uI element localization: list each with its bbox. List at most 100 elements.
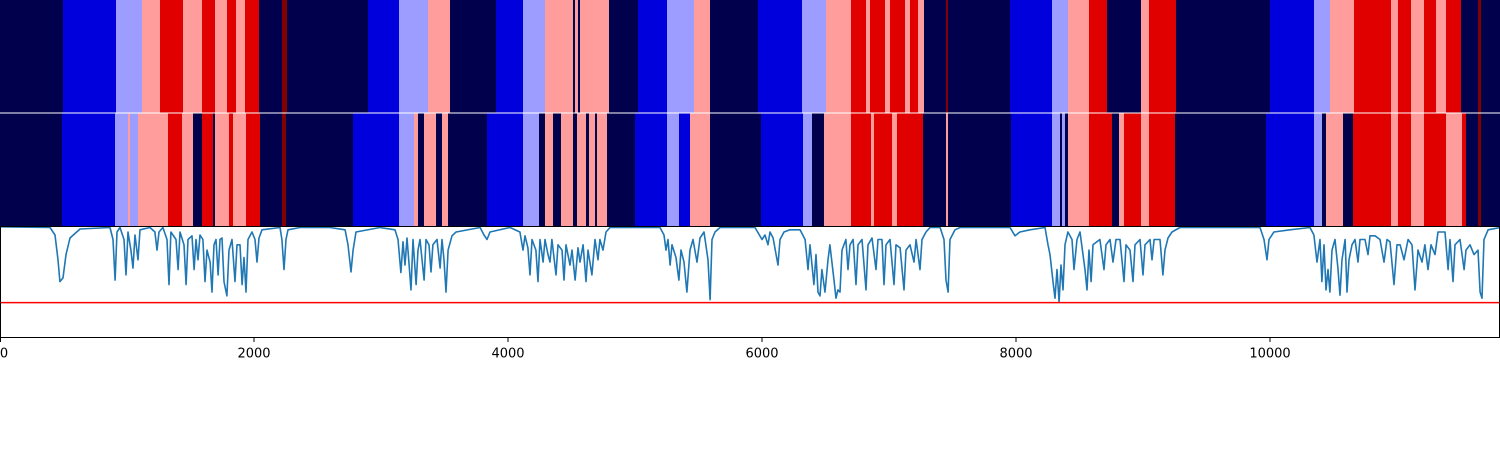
segment bbox=[1462, 113, 1466, 226]
segment bbox=[212, 113, 216, 226]
segment bbox=[435, 113, 442, 226]
segment bbox=[0, 113, 62, 226]
segment bbox=[638, 0, 668, 113]
segment bbox=[1461, 0, 1479, 113]
segment bbox=[890, 0, 906, 113]
segment bbox=[1424, 113, 1447, 226]
segment bbox=[281, 113, 287, 226]
segment bbox=[441, 113, 449, 226]
segment bbox=[710, 0, 759, 113]
segment bbox=[138, 113, 169, 226]
segment bbox=[1398, 113, 1411, 226]
segment bbox=[560, 113, 574, 226]
segment bbox=[1061, 113, 1066, 226]
segment bbox=[1398, 0, 1411, 113]
segment bbox=[449, 0, 497, 113]
segment bbox=[760, 113, 804, 226]
segment bbox=[694, 0, 711, 113]
segment bbox=[1089, 0, 1108, 113]
segment bbox=[1480, 0, 1500, 113]
segment bbox=[193, 113, 203, 226]
signal-line bbox=[0, 226, 1500, 303]
segment bbox=[948, 0, 1011, 113]
segment bbox=[202, 0, 216, 113]
segment bbox=[160, 0, 184, 113]
segment bbox=[258, 0, 282, 113]
segment bbox=[892, 113, 898, 226]
segment bbox=[946, 0, 949, 113]
segment bbox=[281, 0, 288, 113]
segment bbox=[538, 113, 545, 226]
segment bbox=[552, 113, 561, 226]
segment bbox=[607, 113, 636, 226]
segment bbox=[1051, 0, 1068, 113]
segment bbox=[244, 0, 259, 113]
segment bbox=[1480, 113, 1500, 226]
segment bbox=[522, 113, 539, 226]
segment bbox=[1011, 113, 1052, 226]
segment bbox=[202, 113, 213, 226]
segment bbox=[128, 113, 131, 226]
segment bbox=[181, 113, 194, 226]
segment bbox=[585, 113, 590, 226]
segment bbox=[885, 0, 891, 113]
segment bbox=[1065, 113, 1068, 226]
segment bbox=[597, 113, 608, 226]
segment bbox=[667, 0, 695, 113]
segment bbox=[1410, 113, 1425, 226]
segment bbox=[1353, 113, 1392, 226]
segment bbox=[1326, 113, 1344, 226]
segment bbox=[1067, 113, 1090, 226]
segment bbox=[522, 0, 545, 113]
segment bbox=[577, 0, 581, 113]
segment bbox=[1112, 113, 1119, 226]
segment bbox=[678, 113, 690, 226]
segment bbox=[1175, 113, 1267, 226]
segment bbox=[594, 113, 598, 226]
segment bbox=[215, 113, 229, 226]
segment bbox=[1391, 113, 1399, 226]
segment bbox=[1313, 0, 1330, 113]
segment bbox=[576, 113, 586, 226]
segment bbox=[399, 113, 415, 226]
segment bbox=[233, 113, 246, 226]
segment bbox=[580, 0, 609, 113]
segment bbox=[115, 0, 142, 113]
segment bbox=[259, 113, 282, 226]
segment bbox=[424, 113, 436, 226]
segment bbox=[1140, 0, 1149, 113]
segment bbox=[905, 0, 910, 113]
segment bbox=[1123, 113, 1141, 226]
segment bbox=[1465, 113, 1479, 226]
segment bbox=[62, 0, 116, 113]
segment bbox=[689, 113, 711, 226]
x-tick-label: 0 bbox=[0, 347, 8, 362]
line-panel bbox=[0, 226, 1500, 338]
segment bbox=[869, 0, 886, 113]
segment bbox=[1313, 113, 1322, 226]
segment bbox=[812, 113, 824, 226]
segment bbox=[1478, 113, 1481, 226]
segment bbox=[1446, 113, 1463, 226]
segment bbox=[1391, 0, 1399, 113]
segment bbox=[803, 113, 813, 226]
segment bbox=[368, 0, 400, 113]
segment bbox=[1010, 0, 1052, 113]
x-tick-label: 8000 bbox=[999, 347, 1032, 362]
segment bbox=[870, 113, 875, 226]
segment bbox=[417, 113, 425, 226]
segment bbox=[228, 113, 234, 226]
segment bbox=[115, 113, 129, 226]
x-tick-label: 4000 bbox=[491, 347, 524, 362]
segment bbox=[544, 0, 574, 113]
segment bbox=[874, 113, 893, 226]
segment bbox=[1353, 0, 1392, 113]
segment bbox=[448, 113, 488, 226]
segment bbox=[1435, 0, 1447, 113]
segment bbox=[215, 0, 227, 113]
segment bbox=[710, 113, 761, 226]
segment bbox=[589, 113, 595, 226]
segment bbox=[851, 113, 871, 226]
